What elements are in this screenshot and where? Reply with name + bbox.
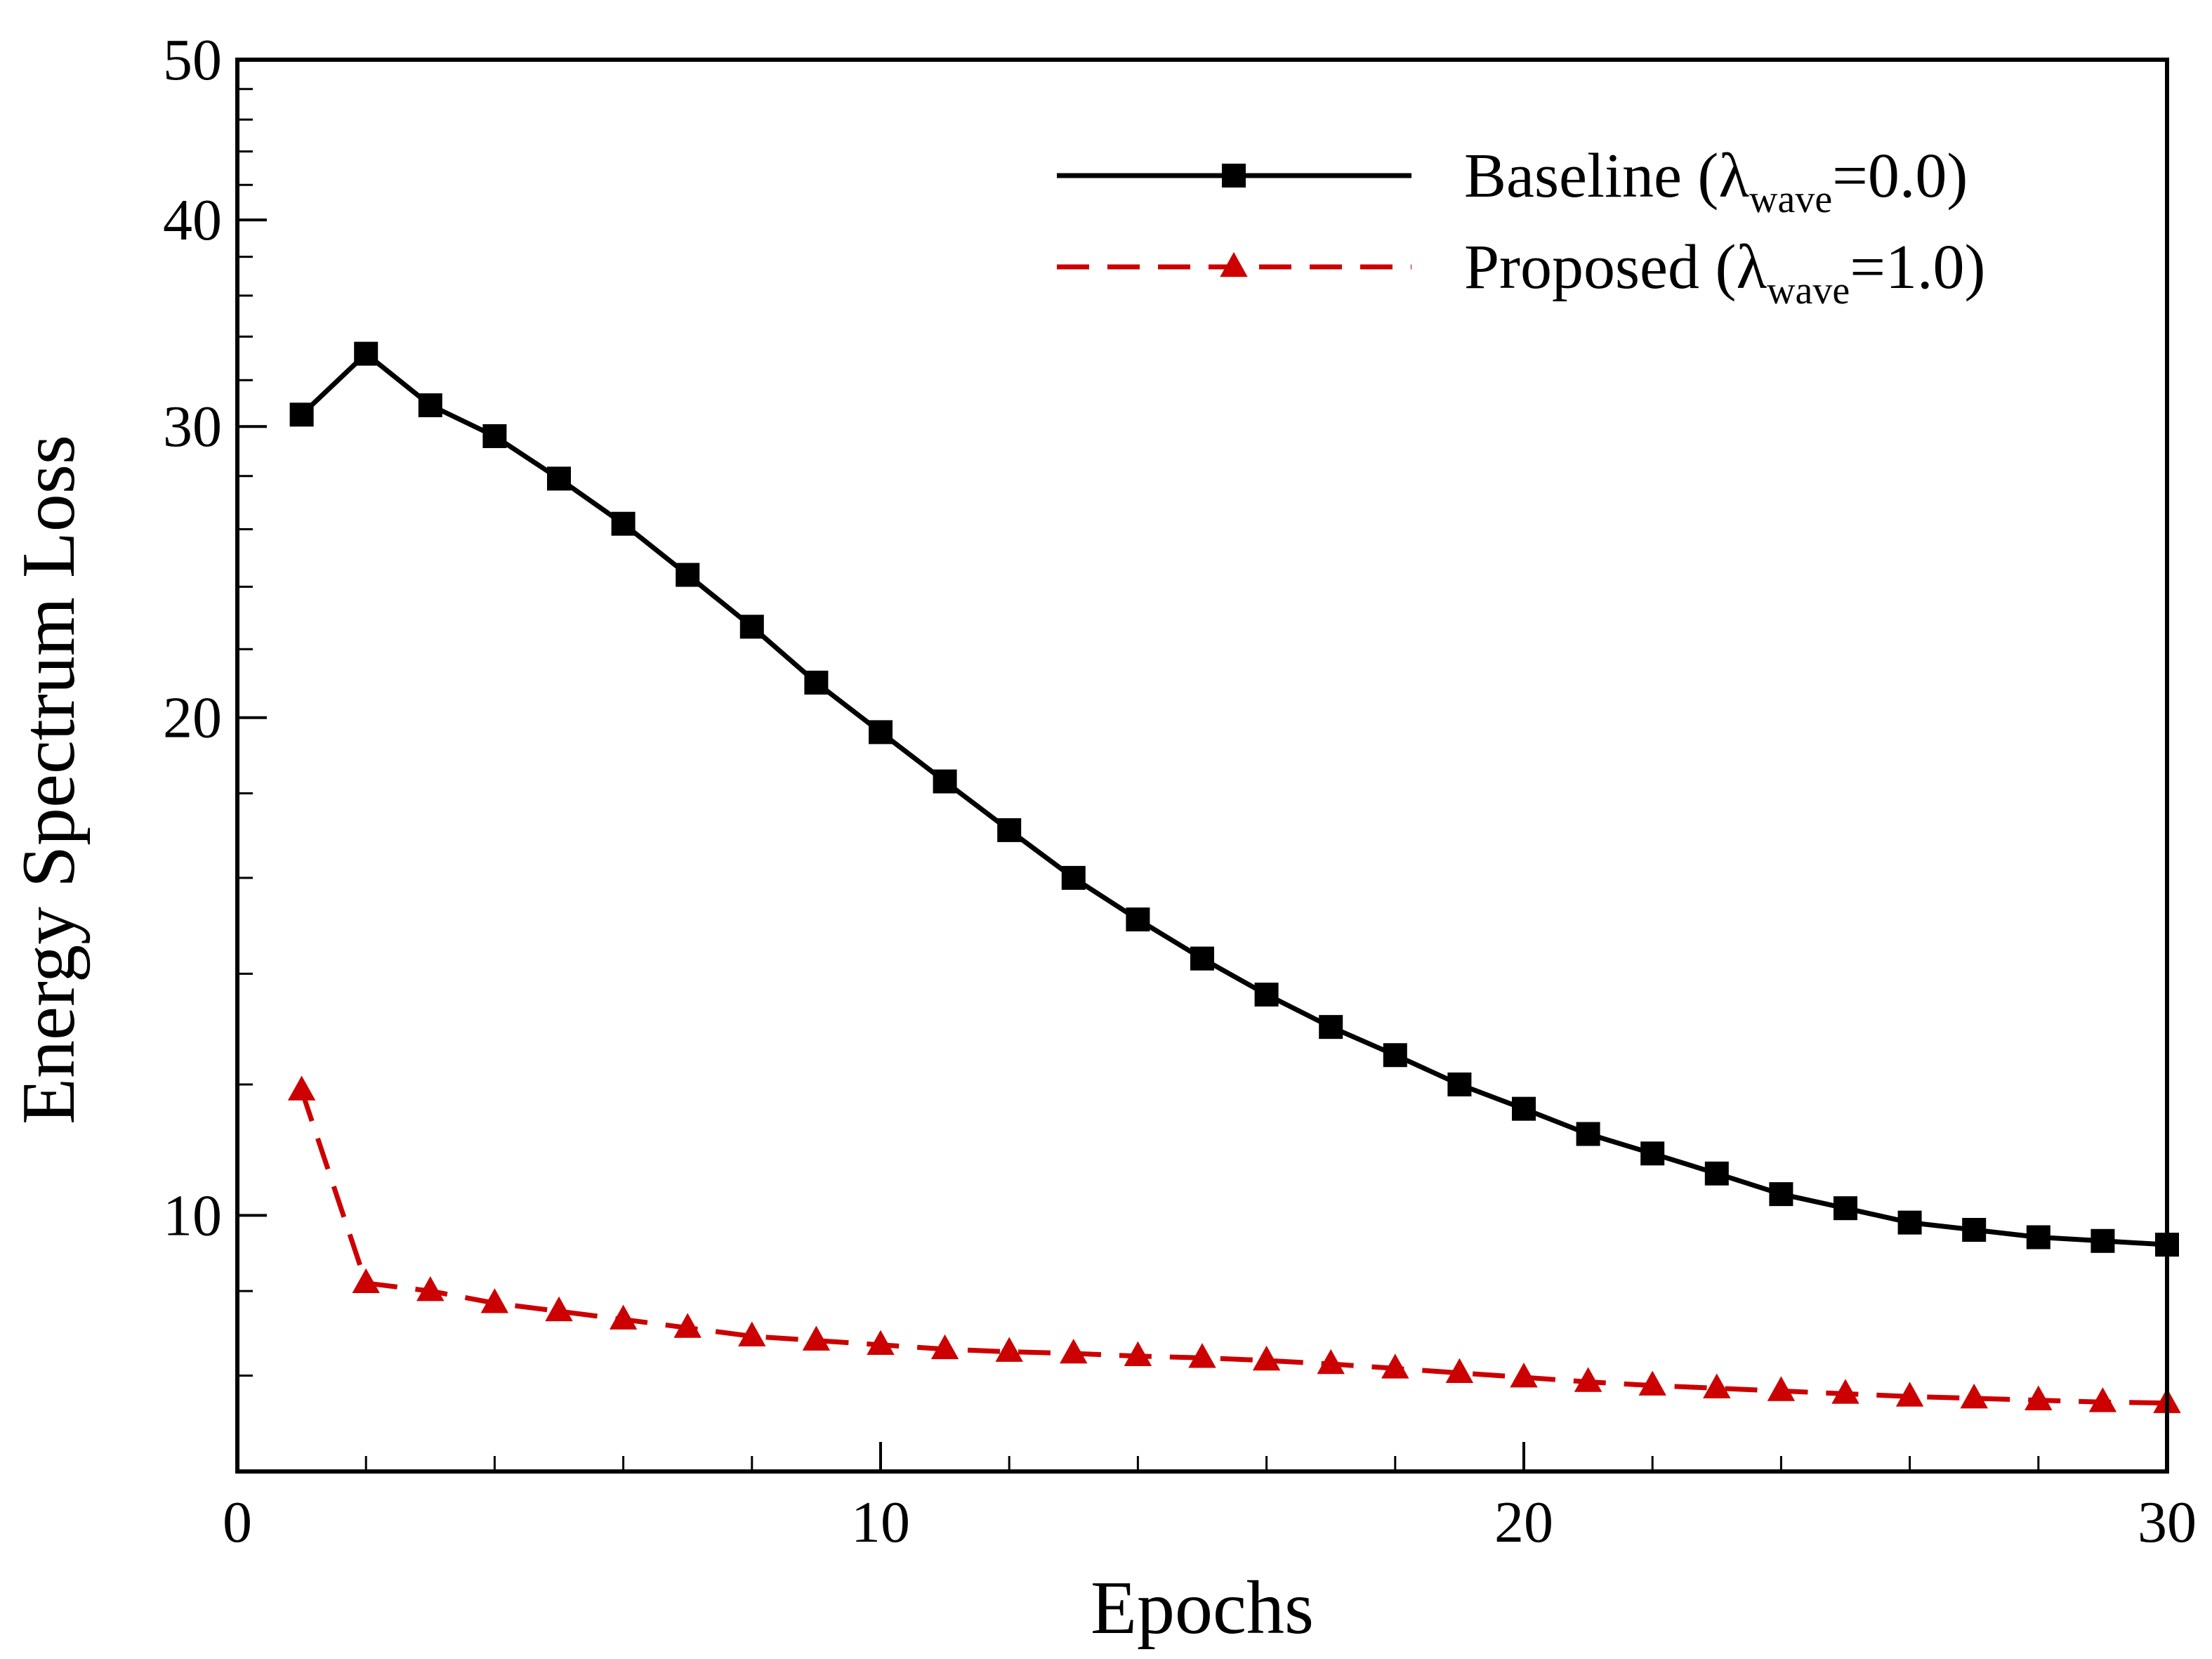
data-point	[869, 720, 893, 745]
y-tick-label: 10	[163, 1183, 222, 1248]
data-point	[416, 1276, 445, 1301]
data-point	[1381, 1353, 1409, 1379]
data-point	[1190, 946, 1214, 971]
data-point	[738, 1321, 766, 1346]
x-tick-label: 10	[851, 1490, 910, 1555]
y-tick-label: 50	[163, 27, 222, 93]
series-baseline	[289, 341, 2179, 1257]
data-point	[480, 1288, 509, 1313]
series-proposed	[287, 1075, 2181, 1413]
data-point	[609, 1304, 638, 1330]
data-point	[802, 1325, 831, 1351]
data-point	[1769, 1182, 1793, 1207]
data-point	[2025, 1385, 2053, 1410]
legend-label-tail: =0.0)	[1832, 141, 1968, 211]
legend-label-main: Proposed (λ	[1464, 232, 1767, 302]
legend-item-proposed: Proposed (λwave=1.0)	[1057, 232, 1986, 313]
minor-ticks	[237, 88, 2040, 1471]
data-point	[547, 466, 571, 491]
data-point	[1960, 1383, 1988, 1409]
data-point	[289, 402, 314, 427]
legend-label-tail: =1.0)	[1850, 232, 1985, 302]
tick-labels: 0 10 20 30 10 20 30 40 50	[163, 27, 2197, 1555]
plot-frame	[235, 58, 2169, 1474]
legend: Baseline (λwave=0.0)Proposed (λwave=1.0)	[1057, 141, 1986, 313]
y-tick-label: 20	[163, 686, 222, 751]
data-point	[1188, 1343, 1216, 1368]
data-point	[867, 1330, 895, 1355]
data-point	[1126, 907, 1150, 932]
data-point	[1252, 1345, 1281, 1371]
data-point	[1254, 983, 1279, 1007]
data-point	[1512, 1096, 1536, 1121]
data-point	[1962, 1218, 1987, 1242]
data-point	[2091, 1228, 2115, 1253]
legend-marker	[1222, 164, 1246, 188]
data-point	[287, 1075, 316, 1101]
legend-marker	[1220, 251, 1248, 277]
data-point	[2088, 1387, 2117, 1412]
data-point	[1834, 1196, 1857, 1221]
y-tick-label: 30	[163, 394, 222, 459]
data-point	[2026, 1225, 2050, 1250]
data-point	[1638, 1370, 1666, 1396]
legend-label-subscript: wave	[1749, 178, 1832, 221]
x-tick-label: 20	[1494, 1490, 1553, 1555]
data-point	[352, 1268, 380, 1294]
legend-label-subscript: wave	[1767, 269, 1850, 313]
data-point	[1510, 1362, 1538, 1388]
data-point	[933, 769, 957, 794]
data-point	[739, 615, 764, 639]
legend-label: Proposed (λwave=1.0)	[1464, 232, 1986, 313]
data-point	[1319, 1015, 1343, 1040]
data-point	[1445, 1358, 1474, 1383]
data-point	[1574, 1367, 1602, 1392]
x-tick-label: 0	[223, 1490, 252, 1555]
x-tick-label: 30	[2138, 1490, 2197, 1555]
data-point	[1831, 1379, 1859, 1404]
y-axis-title: Energy Spectrum Loss	[7, 435, 91, 1124]
data-point	[418, 393, 442, 418]
x-axis-title: Epochs	[1091, 1566, 1314, 1650]
legend-label: Baseline (λwave=0.0)	[1464, 141, 1968, 221]
data-point	[1895, 1382, 1924, 1407]
legend-item-baseline: Baseline (λwave=0.0)	[1057, 141, 1968, 221]
data-point	[1704, 1161, 1729, 1186]
data-point	[482, 424, 507, 448]
data-point	[1061, 865, 1086, 890]
data-point	[997, 818, 1022, 842]
data-point	[1897, 1210, 1922, 1235]
data-point	[1703, 1373, 1731, 1398]
data-point	[1640, 1141, 1665, 1166]
data-point	[673, 1313, 702, 1338]
data-point	[545, 1296, 573, 1322]
data-point	[1576, 1122, 1600, 1146]
data-point	[1447, 1072, 1472, 1096]
data-point	[995, 1337, 1023, 1362]
data-point	[354, 341, 378, 366]
data-point	[676, 563, 700, 587]
data-point	[930, 1334, 959, 1360]
series-layer	[287, 341, 2181, 1413]
data-point	[1767, 1376, 1796, 1401]
data-point	[1317, 1349, 1345, 1375]
data-point	[611, 511, 636, 536]
data-point	[1124, 1341, 1152, 1367]
legend-label-main: Baseline (λ	[1464, 141, 1749, 211]
data-point	[1060, 1338, 1088, 1364]
y-tick-label: 40	[163, 188, 222, 253]
series-line	[299, 1089, 2168, 1406]
data-point	[804, 670, 829, 695]
data-point	[1383, 1043, 1407, 1068]
